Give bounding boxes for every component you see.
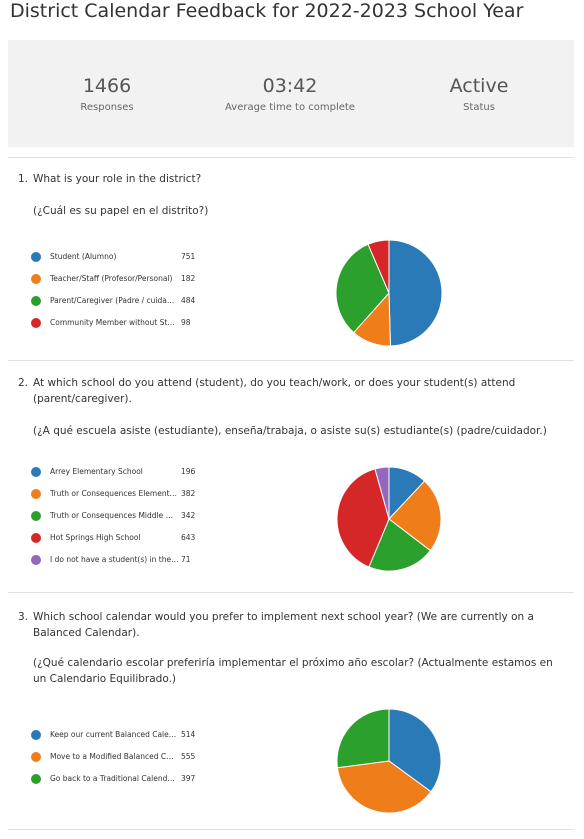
- pie-slice: [368, 518, 432, 572]
- legend-label: Student (Alumno): [50, 252, 116, 261]
- legend-label: Truth or Consequences Element…: [49, 489, 177, 498]
- question-number: 3.: [18, 611, 29, 623]
- legend-label: Keep our current Balanced Cale…: [50, 730, 176, 739]
- pie-slice: [388, 239, 443, 347]
- question-text: At which school do you attend (student),…: [33, 377, 516, 405]
- legend-label: Arrey Elementary School: [50, 467, 143, 476]
- legend-value: 196: [181, 467, 196, 476]
- summary-box: 1466 Responses 03:42 Average time to comple…: [8, 40, 574, 147]
- divider: [8, 360, 574, 361]
- legend-label: Move to a Modified Balanced C…: [50, 752, 174, 761]
- legend-swatch: [31, 318, 41, 328]
- legend-value: 71: [181, 555, 191, 564]
- question-subtext: (¿A qué escuela asiste (estudiante), ens…: [33, 425, 547, 437]
- legend-swatch: [31, 274, 41, 284]
- legend-label: Teacher/Staff (Profesor/Personal): [49, 274, 173, 283]
- legend-swatch: [31, 752, 41, 762]
- legend-swatch: [31, 730, 41, 740]
- question-subtext: (¿Cuál es su papel en el distrito?): [33, 205, 209, 217]
- divider: [8, 592, 574, 593]
- legend-label: I do not have a student(s) in the…: [50, 555, 179, 564]
- legend-label: Community Member without St…: [50, 318, 175, 327]
- legend-value: 182: [181, 274, 196, 283]
- stat-label: Responses: [80, 102, 134, 113]
- stat-label: Average time to complete: [225, 102, 355, 113]
- pie-slice: [336, 468, 390, 568]
- legend-swatch: [31, 296, 41, 306]
- question-text: Which school calendar would you prefer t…: [33, 611, 534, 639]
- legend-value: 751: [181, 252, 196, 261]
- divider: [8, 157, 574, 158]
- question-number: 1.: [18, 173, 29, 185]
- legend-label: Truth or Consequences Middle …: [49, 511, 173, 520]
- pie-slice: [388, 480, 442, 552]
- legend-value: 382: [181, 489, 196, 498]
- legend-value: 98: [181, 318, 191, 327]
- pie-slice: [336, 708, 390, 769]
- pie-slice: [335, 243, 390, 334]
- page-title: District Calendar Feedback for 2022-2023…: [10, 0, 524, 22]
- legend-value: 342: [181, 511, 196, 520]
- stat-value: Active: [449, 75, 509, 97]
- divider: [8, 829, 574, 830]
- pie-slice: [367, 239, 390, 294]
- legend-value: 643: [181, 533, 196, 542]
- legend-swatch: [31, 252, 41, 262]
- legend-label: Hot Springs High School: [50, 533, 141, 542]
- legend-swatch: [31, 511, 41, 521]
- legend-label: Parent/Caregiver (Padre / cuida…: [50, 296, 174, 305]
- question-number: 2.: [18, 377, 29, 389]
- pie-slice: [374, 466, 390, 520]
- pie-slice: [388, 708, 442, 793]
- legend-swatch: [31, 489, 41, 499]
- legend-swatch: [31, 555, 41, 565]
- legend-swatch: [31, 774, 41, 784]
- stat-label: Status: [463, 102, 495, 113]
- legend-swatch: [31, 533, 41, 543]
- question-subtext: (¿Qué calendario escolar preferiría impl…: [33, 657, 553, 685]
- stat-value: 03:42: [262, 75, 318, 97]
- legend-label: Go back to a Traditional Calend…: [50, 774, 175, 783]
- legend-value: 555: [181, 752, 196, 761]
- question-text: What is your role in the district?: [33, 173, 202, 185]
- pie-slice: [336, 760, 432, 814]
- legend-value: 397: [181, 774, 196, 783]
- legend-value: 514: [181, 730, 196, 739]
- legend-swatch: [31, 467, 41, 477]
- stat-value: 1466: [82, 75, 132, 97]
- legend-value: 484: [181, 296, 196, 305]
